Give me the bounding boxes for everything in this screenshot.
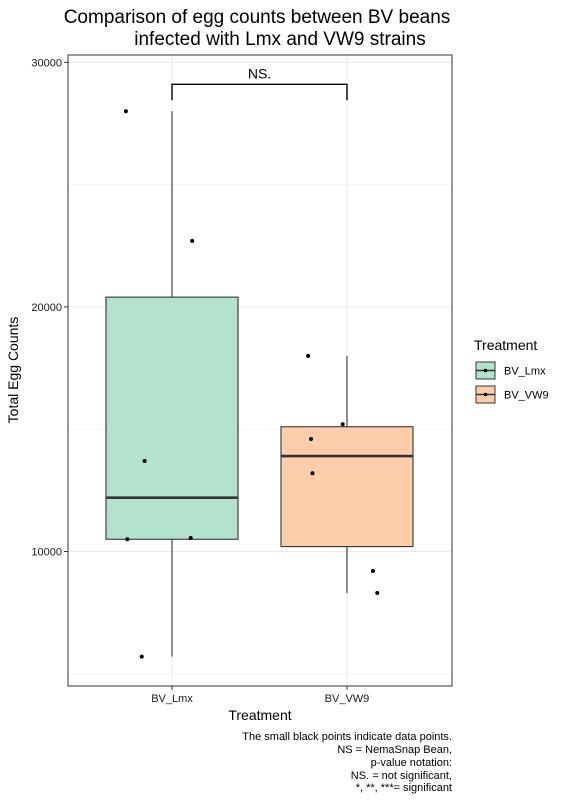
box-1: [280, 426, 414, 548]
legend-label-0: BV_Lmx: [504, 366, 546, 378]
legend-title: Treatment: [474, 337, 537, 353]
data-point-11: [375, 591, 380, 596]
chart-title-line-1: Comparison of egg counts between BV bean…: [64, 7, 451, 28]
y-tick-label-2: 30000: [31, 57, 62, 69]
data-point-7: [309, 436, 313, 441]
data-point-6: [306, 353, 311, 358]
caption-line-1: The small black points indicate data poi…: [242, 731, 452, 743]
x-tick-label-1: BV_VW9: [325, 693, 370, 705]
caption-line-3: p-value notation:: [371, 757, 452, 769]
caption-line-4: NS. = not significant,: [351, 770, 452, 782]
y-tick-label-1: 20000: [31, 302, 62, 314]
data-point-10: [370, 569, 375, 574]
legend-label-1: BV_VW9: [504, 390, 549, 402]
y-axis-title: Total Egg Counts: [5, 317, 21, 424]
data-point-2: [142, 458, 147, 463]
boxplot-BV_Lmx: [105, 111, 239, 657]
data-point-8: [310, 471, 315, 476]
legend-item-BV_VW9: BV_VW9: [475, 385, 549, 404]
data-point-4: [188, 536, 193, 541]
boxplot-BV_VW9: [280, 355, 414, 594]
legend: Treatment BV_Lmx BV_VW9: [474, 337, 549, 404]
x-axis-title: Treatment: [228, 707, 291, 723]
chart-title-line-2: infected with Lmx and VW9 strains: [134, 29, 425, 50]
significance-annotation: NS.: [171, 65, 348, 101]
significance-label: NS.: [248, 65, 271, 81]
box-0: [105, 296, 239, 540]
significance-bracket: [171, 83, 348, 101]
x-axis: BV_Lmx BV_VW9: [151, 686, 369, 705]
caption-line-5: *, **, ***= significant: [356, 782, 452, 794]
legend-key-point-0: [483, 368, 488, 373]
y-tick-label-0: 10000: [31, 546, 62, 558]
data-points: [123, 109, 380, 659]
legend-item-BV_Lmx: BV_Lmx: [475, 361, 546, 380]
boxplots: [105, 111, 414, 657]
caption: The small black points indicate data poi…: [242, 731, 452, 794]
y-axis: 10000 20000 30000: [31, 57, 68, 558]
data-point-9: [340, 422, 345, 427]
x-tick-label-0: BV_Lmx: [151, 693, 193, 705]
data-point-5: [139, 654, 144, 659]
legend-key-point-1: [483, 392, 488, 397]
data-point-1: [190, 238, 195, 243]
data-point-3: [125, 537, 130, 542]
caption-line-2: NS = NemaSnap Bean,: [337, 744, 452, 756]
plot-panel-border: [67, 54, 453, 687]
data-point-0: [123, 109, 128, 114]
